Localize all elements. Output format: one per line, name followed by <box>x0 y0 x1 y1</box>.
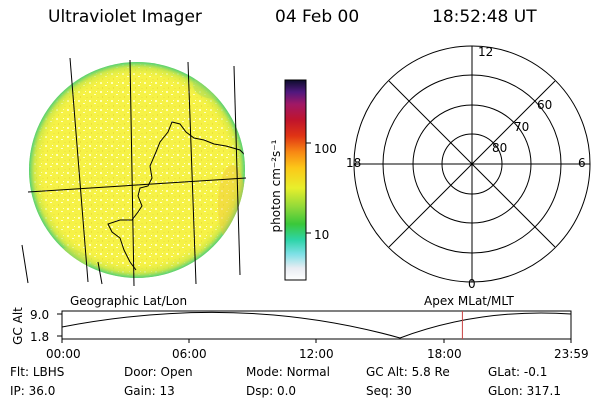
status-ip: IP: 36.0 <box>10 384 56 398</box>
caption-geographic: Geographic Lat/Lon <box>70 294 188 308</box>
altitude-panel <box>57 310 572 343</box>
x-tick-label-1: 06:00 <box>172 347 207 361</box>
polar-mlt-18: 18 <box>346 156 362 170</box>
x-tick-label-4: 23:59 <box>554 347 589 361</box>
uv-image <box>21 57 247 287</box>
x-tick-label-3: 18:00 <box>427 347 462 361</box>
geo-grid <box>21 57 247 287</box>
altitude-curve <box>61 311 572 339</box>
altitude-ylabel: GC Alt <box>11 307 25 345</box>
x-tick-label-0: 00:00 <box>46 347 81 361</box>
polar-lat-70: 70 <box>514 120 530 134</box>
status-gain: Gain: 13 <box>124 384 175 398</box>
polar-lat-80: 80 <box>492 141 508 155</box>
polar-mlt-6: 6 <box>578 156 586 170</box>
color-bar <box>284 79 311 281</box>
status-door: Door: Open <box>124 365 193 379</box>
observation-time: 18:52:48 UT <box>432 7 537 27</box>
status-seq: Seq: 30 <box>366 384 412 398</box>
altitude-ytick-max: 9.0 <box>30 308 50 322</box>
colorbar-tick-100: 100 <box>314 142 337 156</box>
status-dsp: Dsp: 0.0 <box>246 384 297 398</box>
x-tick-label-2: 12:00 <box>299 347 334 361</box>
polar-lat-60: 60 <box>537 98 553 112</box>
instrument-title: Ultraviolet Imager <box>48 7 202 27</box>
colorbar-tick-10: 10 <box>314 228 330 242</box>
status-glat: GLat: -0.1 <box>488 365 548 379</box>
coastline <box>107 121 245 271</box>
colorbar-unit-label: photon cm⁻²s⁻¹ <box>269 139 283 233</box>
status-glon: GLon: 317.1 <box>488 384 561 398</box>
polar-mlt-12: 12 <box>478 45 494 59</box>
caption-apex: Apex MLat/MLT <box>424 294 514 308</box>
x-ticks <box>61 339 572 343</box>
polar-grid <box>353 45 591 283</box>
observation-date: 04 Feb 00 <box>275 7 360 27</box>
status-gc-alt: GC Alt: 5.8 Re <box>366 365 450 379</box>
polar-mlt-0: 0 <box>468 277 476 291</box>
status-mode: Mode: Normal <box>246 365 330 379</box>
polar-diag-2 <box>388 80 556 248</box>
status-filter: Flt: LBHS <box>10 365 65 379</box>
altitude-ytick-min: 1.8 <box>30 330 50 344</box>
